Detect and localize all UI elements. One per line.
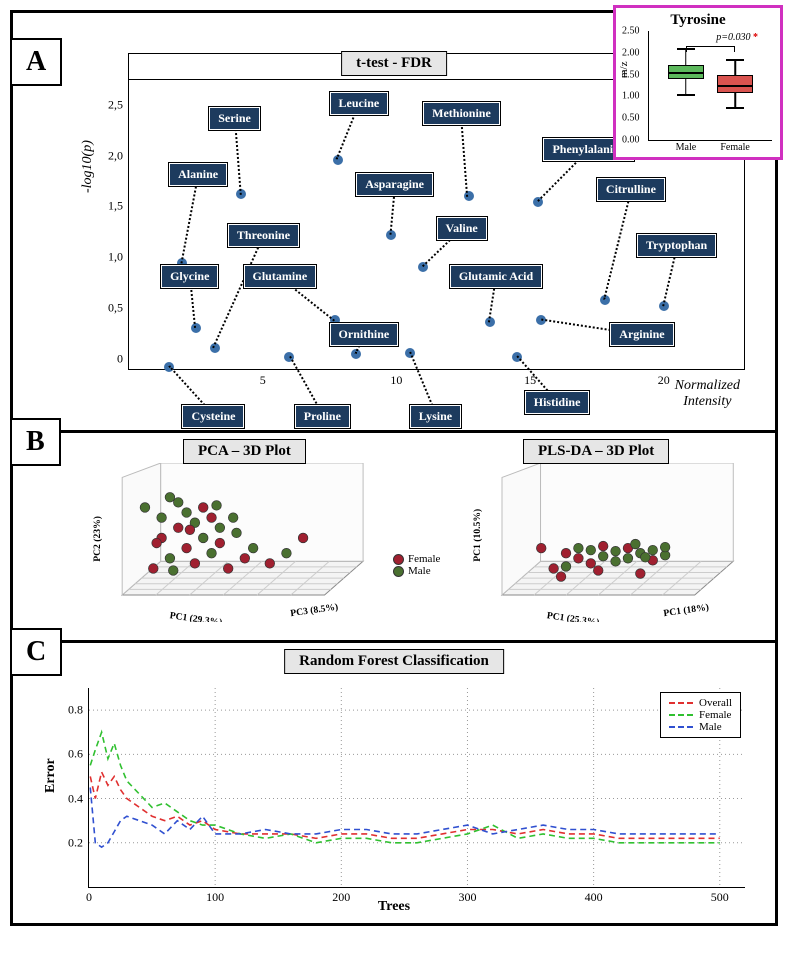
- leader-line: [460, 115, 468, 197]
- svg-text:PC2 (23%): PC2 (23%): [92, 516, 103, 562]
- y-tick: 1,5: [108, 199, 129, 214]
- x-tick: 0: [86, 887, 92, 905]
- y-tick: 0.8: [68, 703, 89, 718]
- x-tick: 400: [585, 887, 603, 905]
- label-citrulline: Citrulline: [597, 178, 665, 201]
- x-tick: 100: [206, 887, 224, 905]
- panel-c-xlabel: Trees: [378, 899, 410, 915]
- label-alanine: Alanine: [169, 163, 227, 186]
- legend-item-male: Male: [393, 565, 440, 577]
- leader-line: [603, 190, 632, 300]
- label-asparagine: Asparagine: [356, 173, 433, 196]
- legend-item-female: Female: [393, 553, 440, 565]
- rf-lines: [89, 688, 745, 887]
- panel-c-legend: OverallFemaleMale: [660, 692, 741, 738]
- rf-error-plot: OverallFemaleMale 0.20.40.60.80100200300…: [88, 688, 745, 888]
- panel-b-label: B: [10, 418, 61, 466]
- panel-a: A t-test - FDR -log10(p) Normalized Inte…: [13, 13, 775, 433]
- panel-a-title: t-test - FDR: [341, 51, 447, 76]
- x-tick: 10: [390, 369, 402, 388]
- pca-3d-plot: PC2 (23%) PC1 (29.3%) PC3 (8.5%): [83, 463, 383, 622]
- inset-ytick: 2.00: [622, 47, 640, 58]
- y-tick: 1,0: [108, 250, 129, 265]
- x-tick: 5: [260, 369, 266, 388]
- legend-item-male: Male: [669, 721, 732, 733]
- legend-item-female: Female: [669, 709, 732, 721]
- label-lysine: Lysine: [410, 405, 461, 428]
- label-proline: Proline: [295, 405, 350, 428]
- label-glutamic-acid: Glutamic Acid: [450, 265, 542, 288]
- inset-xtick: Female: [720, 140, 749, 153]
- panel-c-title: Random Forest Classification: [284, 649, 504, 674]
- inset-ytick: 0.50: [622, 113, 640, 124]
- inset-ytick: 1.50: [622, 69, 640, 80]
- svg-text:PC3 (8.5%): PC3 (8.5%): [290, 602, 339, 620]
- x-tick: 500: [711, 887, 729, 905]
- y-tick: 0.2: [68, 835, 89, 850]
- inset-ytick: 0.00: [622, 135, 640, 146]
- panel-b-legend: FemaleMale: [393, 553, 440, 577]
- label-leucine: Leucine: [330, 92, 389, 115]
- panel-b: B PCA – 3D Plot PLS-DA – 3D Plot PC2 (23…: [13, 433, 775, 643]
- x-tick: 200: [332, 887, 350, 905]
- label-valine: Valine: [437, 217, 487, 240]
- leader-line: [234, 120, 242, 195]
- label-serine: Serine: [209, 107, 260, 130]
- label-arginine: Arginine: [610, 323, 673, 346]
- leader-line: [213, 236, 265, 348]
- inset-ytick: 1.00: [622, 91, 640, 102]
- inset-title: Tyrosine: [620, 12, 776, 29]
- y-tick: 0: [117, 351, 129, 366]
- panel-a-label: A: [10, 38, 62, 86]
- plsda-title: PLS-DA – 3D Plot: [523, 439, 669, 464]
- plsda-3d-plot: PC1 (10.5%) PC1 (25.3%) PC1 (18%): [463, 463, 753, 622]
- series-overall: [90, 772, 720, 838]
- y-tick: 0,5: [108, 301, 129, 316]
- label-tryptophan: Tryptophan: [637, 234, 716, 257]
- label-methionine: Methionine: [423, 102, 500, 125]
- label-threonine: Threonine: [228, 224, 299, 247]
- svg-text:PC1 (18%): PC1 (18%): [663, 602, 710, 619]
- inset-xtick: Male: [676, 140, 697, 153]
- panel-a-ylabel: -log10(p): [80, 140, 96, 193]
- panel-c-label: C: [10, 628, 62, 676]
- y-tick: 0.6: [68, 747, 89, 762]
- svg-text:PC1 (29.3%): PC1 (29.3%): [169, 610, 223, 622]
- label-glycine: Glycine: [161, 265, 218, 288]
- svg-text:PC1 (10.5%): PC1 (10.5%): [472, 509, 483, 562]
- legend-item-overall: Overall: [669, 697, 732, 709]
- panel-a-xlabel: Normalized Intensity: [675, 378, 740, 410]
- y-tick: 2,5: [108, 97, 129, 112]
- inset-ytick: 2.50: [622, 26, 640, 37]
- x-tick: 20: [658, 369, 670, 388]
- label-histidine: Histidine: [525, 391, 590, 414]
- leader-line: [181, 175, 200, 263]
- label-cysteine: Cysteine: [182, 405, 244, 428]
- figure: A t-test - FDR -log10(p) Normalized Inte…: [10, 10, 778, 926]
- y-tick: 0.4: [68, 791, 89, 806]
- panel-c-ylabel: Error: [43, 758, 59, 793]
- inset-boxplot: MaleFemale 0.000.501.001.502.002.50: [648, 31, 772, 141]
- svg-text:PC1 (25.3%): PC1 (25.3%): [546, 610, 600, 622]
- label-ornithine: Ornithine: [330, 323, 399, 346]
- pca-title: PCA – 3D Plot: [183, 439, 306, 464]
- tyrosine-inset: Tyrosine p=0.030 * m/z MaleFemale 0.000.…: [613, 5, 783, 160]
- y-tick: 2,0: [108, 148, 129, 163]
- label-glutamine: Glutamine: [244, 265, 317, 288]
- panel-c: C Random Forest Classification Error Tre…: [13, 643, 775, 923]
- x-tick: 300: [458, 887, 476, 905]
